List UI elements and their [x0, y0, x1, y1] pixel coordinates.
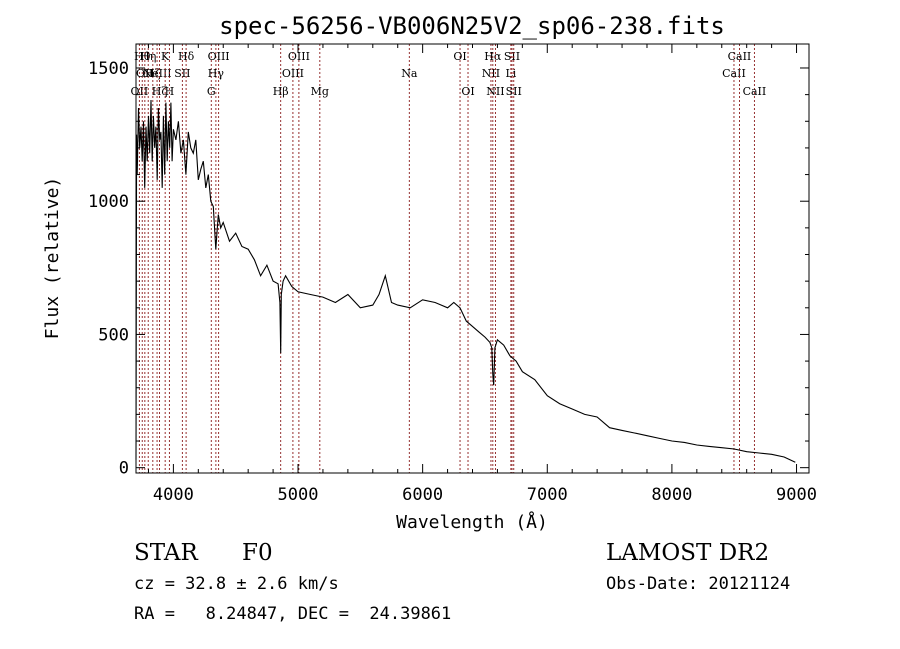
line-label: SII — [506, 85, 522, 98]
observation-date: Obs-Date: 20121124 — [606, 574, 791, 594]
line-label: Hβ — [273, 85, 289, 98]
line-label: Hθ — [134, 50, 151, 63]
object-class: STAR — [134, 540, 198, 566]
line-label: Hζ — [152, 85, 168, 98]
plot-frame — [135, 43, 810, 474]
redshift-velocity: cz = 32.8 ± 2.6 km/s — [134, 574, 339, 594]
line-label: H — [165, 85, 175, 98]
y-axis-label: Flux (relative) — [42, 177, 63, 340]
line-label: OII — [136, 67, 154, 80]
survey-name: LAMOST DR2 — [606, 540, 770, 566]
line-label: Hδ — [178, 50, 195, 63]
y-axis: 0 500 1000 1500 — [88, 59, 809, 479]
line-label: OIII — [288, 50, 310, 63]
line-label: OI — [453, 50, 466, 63]
x-axis-label: Wavelength (Å) — [396, 511, 548, 533]
line-label: NII — [482, 67, 500, 80]
line-label: OI — [461, 85, 474, 98]
y-tick-label: 0 — [119, 459, 129, 479]
y-tick-label: 1500 — [88, 59, 129, 79]
ra-dec: RA = 8.24847, DEC = 24.39861 — [134, 604, 452, 624]
x-tick-label: 8000 — [651, 485, 692, 505]
x-tick-label: 5000 — [278, 485, 319, 505]
object-subclass: F0 — [242, 540, 273, 566]
x-tick-label: 9000 — [776, 485, 817, 505]
line-label: OII — [131, 85, 149, 98]
line-label: Hη — [140, 50, 156, 63]
line-label: SII — [504, 50, 520, 63]
line-label: Hγ — [208, 67, 225, 80]
line-label: CaII — [728, 50, 752, 63]
line-label: NeIII — [142, 67, 171, 80]
x-axis: 4000 5000 6000 7000 8000 9000 — [147, 44, 817, 505]
line-label: NII — [486, 85, 504, 98]
line-label: Hα — [484, 50, 502, 63]
line-label: Mg — [311, 85, 329, 98]
x-tick-label: 6000 — [402, 485, 443, 505]
line-label: SII — [174, 67, 190, 80]
line-label: Na — [401, 67, 418, 80]
line-label: OIII — [282, 67, 304, 80]
y-tick-label: 1000 — [88, 192, 129, 212]
line-label: K — [161, 50, 170, 63]
line-label: OIII — [208, 50, 230, 63]
line-label: Li — [505, 67, 516, 80]
y-tick-label: 500 — [98, 325, 129, 345]
line-label: CaII — [722, 67, 746, 80]
emission-line-markers: OIIHθOIIHηHζNeIIIHζKHSIIHδGHγOIIIHβOIIIO… — [131, 44, 767, 473]
spectrum-line — [135, 99, 796, 463]
line-label: G — [207, 85, 216, 98]
chart-title: spec-56256-VB006N25V2_sp06-238.fits — [219, 12, 725, 40]
x-tick-label: 4000 — [153, 485, 194, 505]
x-tick-label: 7000 — [527, 485, 568, 505]
line-label: CaII — [743, 85, 767, 98]
